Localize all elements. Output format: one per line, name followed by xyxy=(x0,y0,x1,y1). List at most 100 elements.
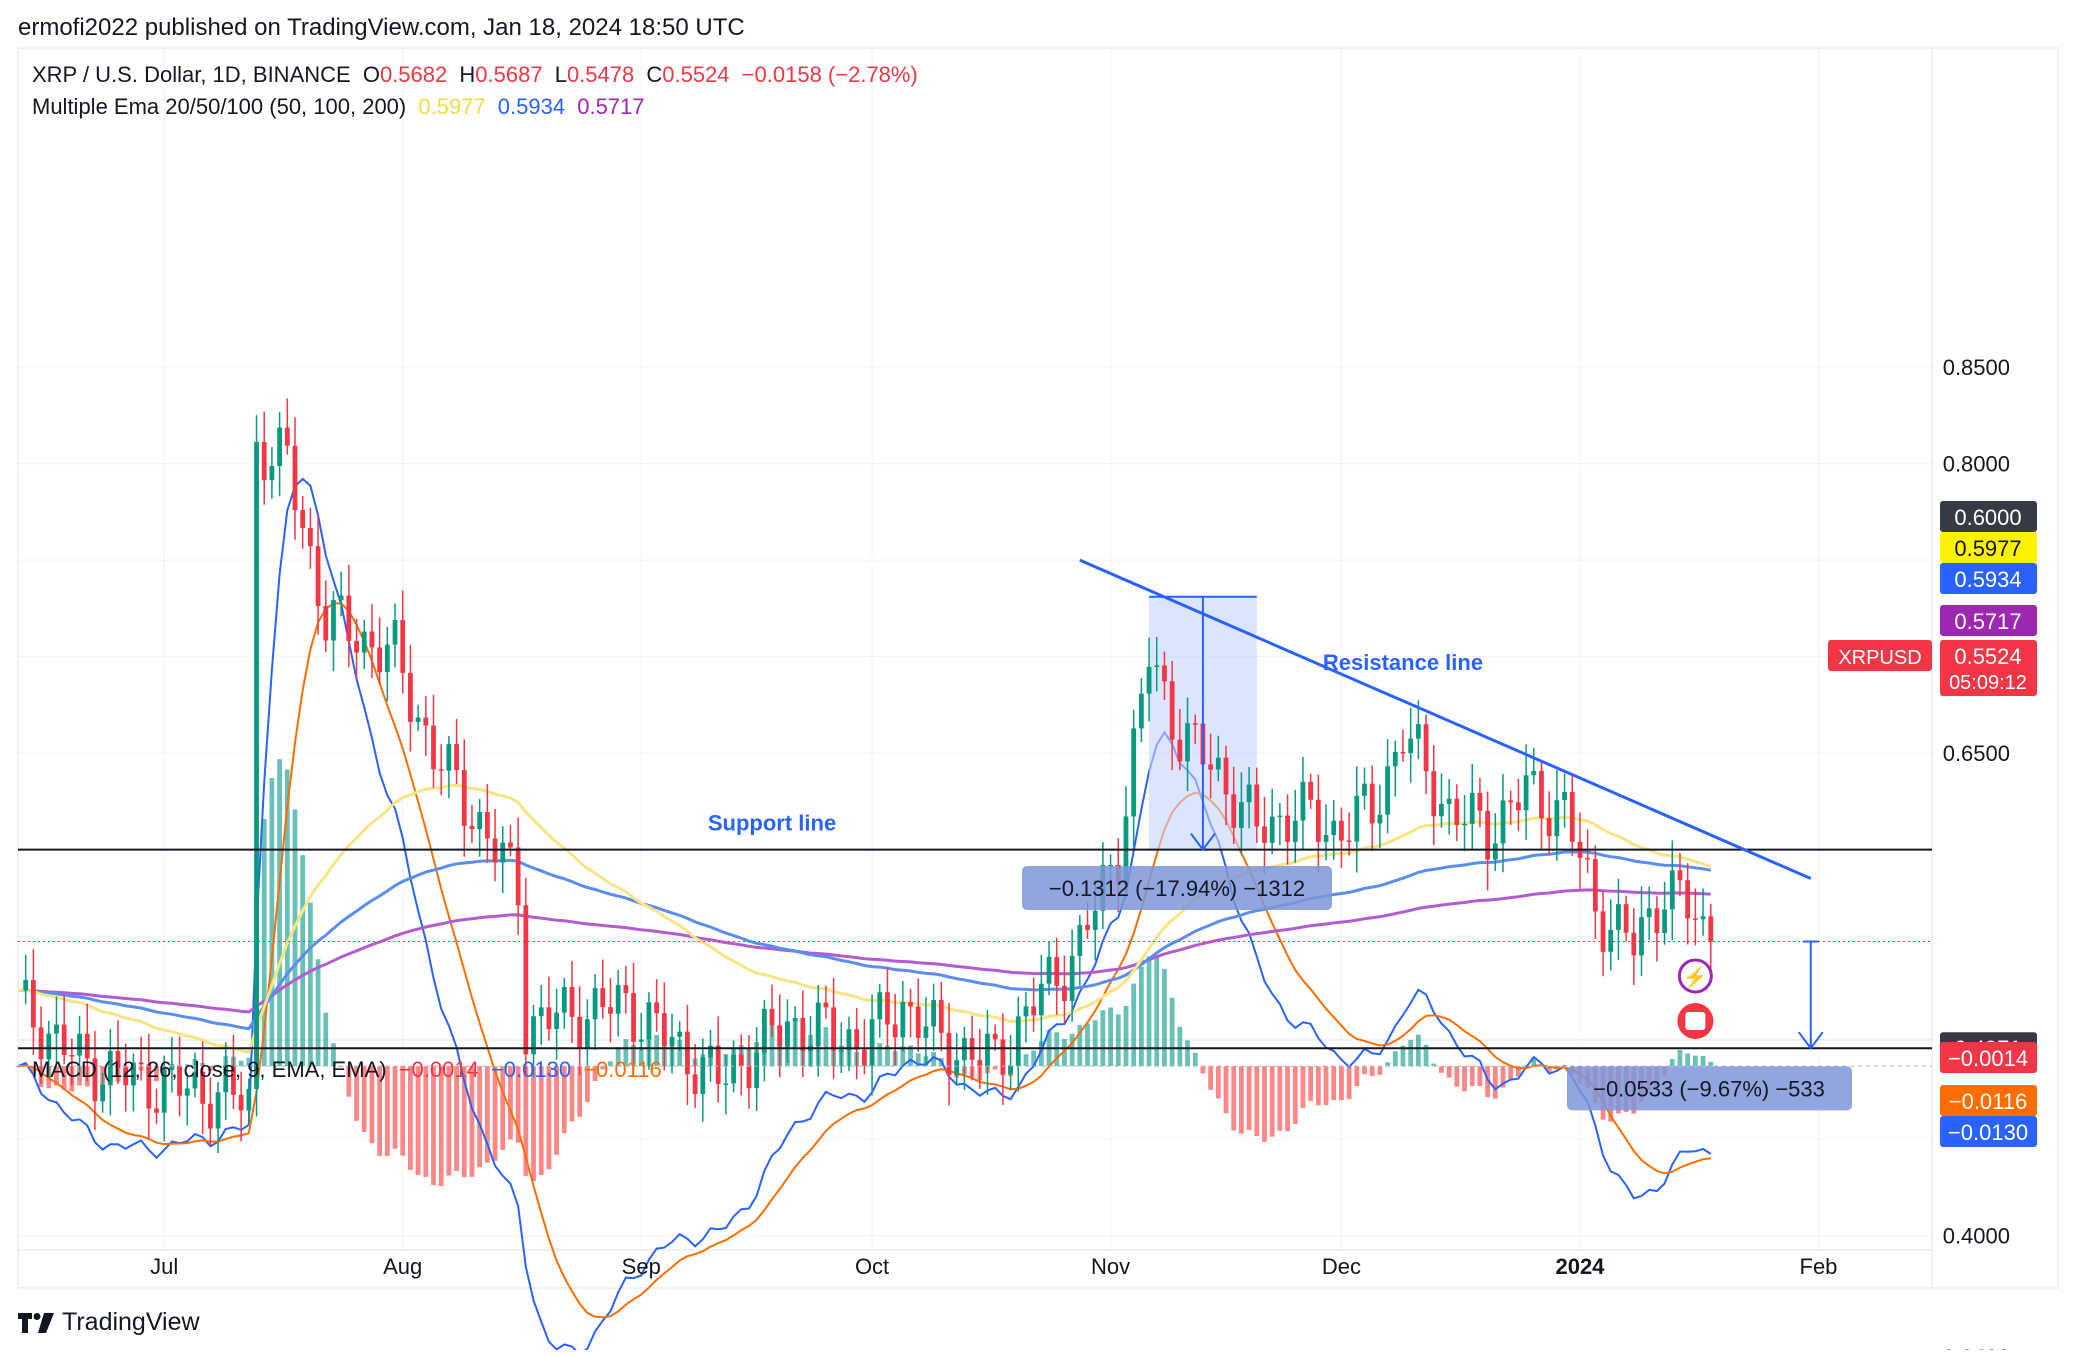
candle-body xyxy=(1569,792,1575,842)
macd-bar xyxy=(908,1045,913,1067)
macd-bar xyxy=(408,1066,413,1170)
candle-body xyxy=(1354,795,1360,842)
candle-body xyxy=(792,1017,798,1022)
ema-legend[interactable]: Multiple Ema 20/50/100 (50, 100, 200) 0.… xyxy=(32,94,651,120)
time-tick: Jul xyxy=(150,1254,178,1279)
brand-name: TradingView xyxy=(62,1308,200,1336)
candle-body xyxy=(500,842,506,863)
candle-body xyxy=(423,717,429,726)
macd-bar xyxy=(454,1066,459,1171)
macd-bar xyxy=(1169,997,1175,1067)
macd-bar xyxy=(438,1066,444,1187)
macd-bar xyxy=(1308,1066,1314,1101)
candle-body xyxy=(377,647,383,673)
macd-bar xyxy=(1115,1014,1121,1067)
candle-body xyxy=(1038,983,1044,1016)
support-label: Support line xyxy=(708,810,836,835)
candle-body xyxy=(646,1002,652,1040)
price-tick: 0.8500 xyxy=(1943,355,2010,380)
candle-body xyxy=(1700,916,1706,920)
candle-body xyxy=(207,1103,213,1129)
candle-body xyxy=(107,1051,113,1085)
lightning-icon xyxy=(1677,958,1713,994)
candle-body xyxy=(1385,766,1390,815)
macd-bar xyxy=(1546,1066,1552,1073)
candle-body xyxy=(1523,775,1529,811)
last-price-tag-bg xyxy=(1940,640,2037,696)
candle-body xyxy=(292,445,298,511)
macd-bar xyxy=(615,1047,621,1067)
candle-body xyxy=(1208,764,1214,770)
macd-bar xyxy=(384,1066,390,1157)
candle-body xyxy=(1015,1016,1021,1066)
macd-bar xyxy=(1162,968,1167,1067)
candle-body xyxy=(1069,955,1075,1001)
candle-body xyxy=(985,1033,990,1067)
candle-body xyxy=(1292,820,1298,842)
annotation-labels: Resistance line Support line −0.1312 (−17.… xyxy=(708,501,2037,1147)
tradingview-logo[interactable]: TradingView xyxy=(18,1308,200,1337)
symbol-legend[interactable]: XRP / U.S. Dollar, 1D, BINANCE O0.5682 H… xyxy=(32,62,924,88)
candle-body xyxy=(54,1024,59,1034)
candle-body xyxy=(384,644,390,673)
macd-bar xyxy=(1054,1032,1060,1067)
macd-bar xyxy=(1377,1066,1383,1075)
published-line: ermofi2022 published on TradingView.com,… xyxy=(18,14,745,41)
candle-body xyxy=(992,1033,998,1040)
candle-body xyxy=(254,441,259,1089)
macd-signal-tag-bg xyxy=(1940,1085,2037,1116)
macd-bar xyxy=(1400,1045,1406,1067)
candle-body xyxy=(931,1000,937,1027)
candle-body xyxy=(608,1007,613,1014)
close-value: 0.5524 xyxy=(662,62,730,87)
candle-body xyxy=(1346,840,1352,843)
candle-body xyxy=(1277,815,1283,818)
ema100-tag-bg xyxy=(1940,563,2037,594)
macd-bar xyxy=(1354,1066,1360,1087)
candle-body xyxy=(761,1008,767,1053)
macd-bar xyxy=(508,1066,513,1140)
candle-body xyxy=(1315,799,1321,842)
candle-body xyxy=(77,1033,82,1056)
macd-bar xyxy=(569,1066,575,1122)
candle-body xyxy=(1546,818,1552,837)
candle-body xyxy=(246,1088,252,1111)
macd-bar xyxy=(1292,1066,1298,1124)
macd-bar xyxy=(1123,1005,1129,1067)
candle-body xyxy=(215,1092,221,1129)
macd-bar xyxy=(154,1066,159,1082)
macd-bar xyxy=(1492,1066,1498,1099)
candle-body xyxy=(1616,904,1621,930)
macd-hist-tag: −0.0014 xyxy=(1948,1046,2028,1071)
candle-body xyxy=(731,1054,736,1084)
candle-body xyxy=(261,441,267,481)
candle-body xyxy=(661,1013,667,1046)
macd-bar xyxy=(1500,1066,1506,1088)
macd-bar xyxy=(246,1057,252,1067)
time-tick: Oct xyxy=(855,1254,889,1279)
candle-body xyxy=(631,993,636,1042)
candle-body xyxy=(392,620,398,645)
time-tick: Aug xyxy=(383,1254,422,1279)
axes: 0.85000.80000.75000.70000.65000.45000.40… xyxy=(150,355,2010,1355)
macd-bar xyxy=(1154,957,1160,1067)
macd-bar xyxy=(1215,1066,1221,1099)
candle-body xyxy=(638,1039,644,1042)
candle-body xyxy=(923,1026,929,1038)
candle-body xyxy=(677,1031,683,1037)
ema100-line xyxy=(17,850,1712,1031)
candle-body xyxy=(1492,843,1498,860)
macd-bar xyxy=(292,809,298,1067)
candle-body xyxy=(1692,918,1698,920)
candle-body xyxy=(1600,911,1606,952)
macd-bar xyxy=(369,1066,375,1144)
macd-legend[interactable]: MACD (12, 26, close, 9, EMA, EMA) −0.001… xyxy=(32,1057,668,1083)
macd-bar xyxy=(284,769,290,1067)
macd-bar xyxy=(1077,1025,1083,1067)
macd-bar xyxy=(1708,1061,1714,1067)
macd-bar xyxy=(1477,1066,1483,1087)
candle-body xyxy=(284,427,290,446)
macd-label: MACD (12, 26, close, 9, EMA, EMA) xyxy=(32,1057,387,1082)
candle-body xyxy=(1138,693,1144,729)
